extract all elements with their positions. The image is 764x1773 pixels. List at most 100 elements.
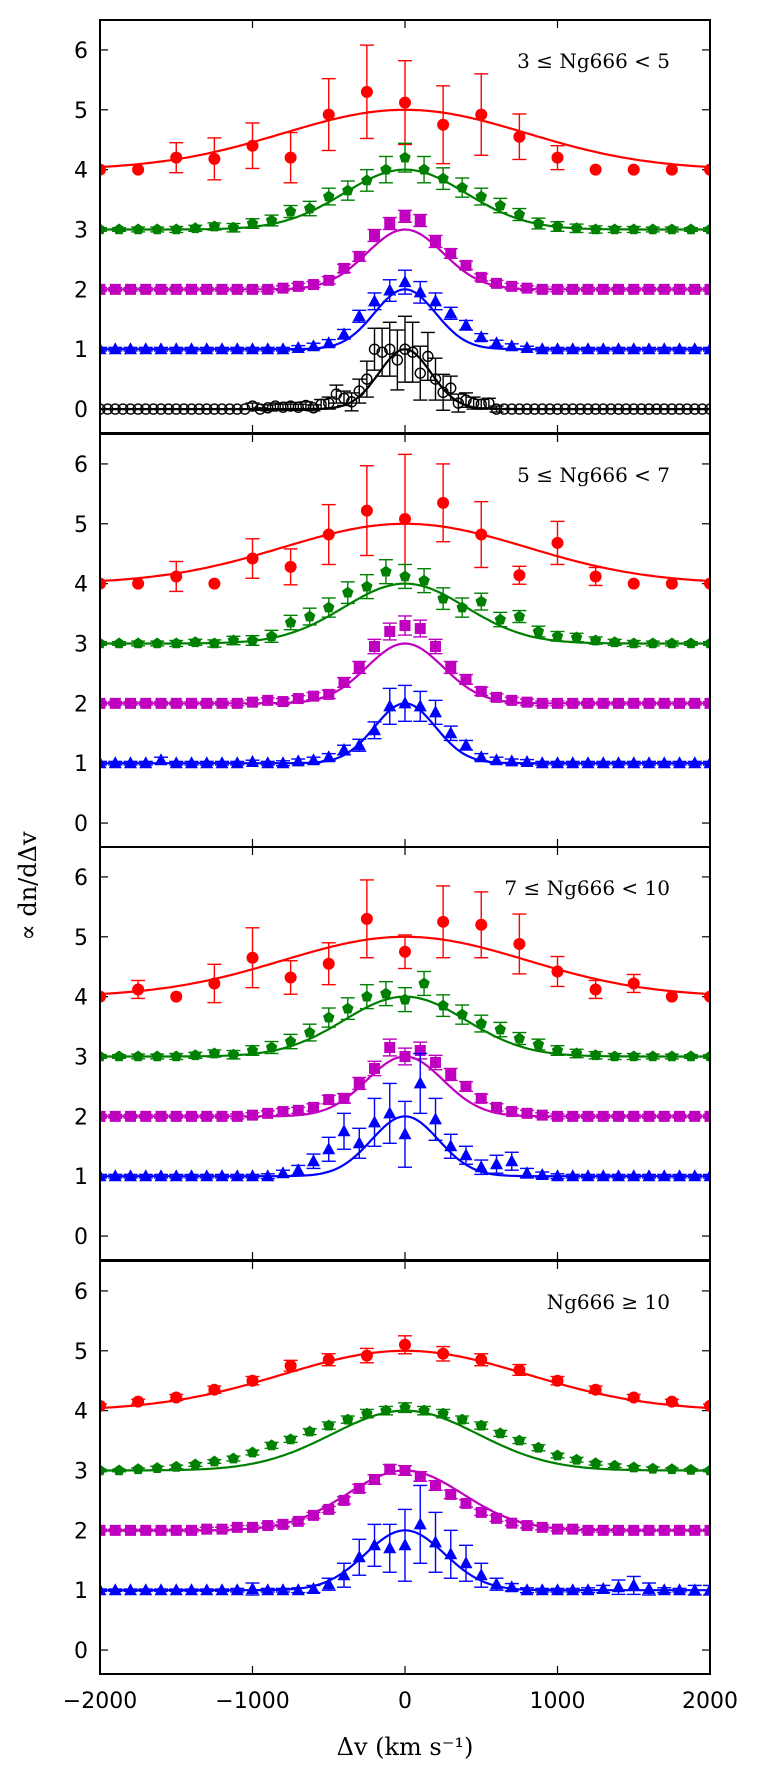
marker-square <box>155 697 167 709</box>
marker-pentagon <box>323 190 335 202</box>
marker-square <box>369 229 380 241</box>
marker-circle <box>399 945 411 958</box>
marker-pentagon <box>589 223 602 235</box>
marker-triangle <box>154 1583 168 1596</box>
marker-open-circle <box>140 403 152 415</box>
marker-triangle <box>413 699 427 712</box>
marker-pentagon <box>532 1038 545 1050</box>
marker-pentagon <box>113 1050 125 1062</box>
marker-pentagon <box>589 1457 602 1469</box>
marker-square <box>689 283 701 295</box>
marker-pentagon <box>437 999 449 1011</box>
marker-square <box>353 661 365 673</box>
marker-triangle <box>490 753 503 766</box>
marker-open-circle <box>353 385 365 397</box>
panels-layer: 0 1 2 3 4 5 6 3 ≤ Ng666 < 5 0 1 2 3 4 5 6 5 ≤ Ng666 < 7… <box>74 19 711 1675</box>
marker-pentagon <box>380 987 392 999</box>
marker-open-circle <box>422 350 434 363</box>
marker-pentagon <box>284 616 297 628</box>
marker-pentagon <box>475 190 487 202</box>
marker-triangle <box>100 1169 107 1182</box>
y-tick-label: 3 <box>74 218 88 243</box>
marker-pentagon <box>551 1449 564 1461</box>
marker-open-circle <box>147 403 160 415</box>
marker-square <box>689 1110 701 1122</box>
series-offset-1 <box>100 269 710 355</box>
marker-pentagon <box>208 637 221 649</box>
marker-pentagon <box>685 1050 697 1062</box>
marker-square <box>613 1110 624 1122</box>
marker-pentagon <box>113 637 125 649</box>
marker-open-circle <box>475 398 487 410</box>
marker-circle <box>665 163 678 176</box>
marker-triangle <box>505 1154 519 1167</box>
marker-pentagon <box>551 1044 564 1056</box>
marker-triangle <box>581 756 595 769</box>
marker-pentagon <box>151 1050 163 1062</box>
marker-pentagon <box>189 1049 201 1061</box>
marker-pentagon <box>227 1048 240 1060</box>
y-tick-label: 1 <box>74 1165 88 1190</box>
marker-square <box>201 1110 213 1122</box>
marker-circle <box>208 152 221 165</box>
x-axis-label: Δv (km s⁻¹) <box>337 1733 474 1761</box>
marker-square <box>201 283 213 295</box>
marker-square <box>247 1109 258 1121</box>
marker-square <box>414 215 426 227</box>
marker-square <box>643 1524 655 1536</box>
marker-square <box>201 697 213 709</box>
marker-pentagon <box>418 163 430 175</box>
marker-triangle <box>657 1169 671 1182</box>
marker-square <box>140 283 152 295</box>
marker-open-circle <box>429 373 442 385</box>
marker-square <box>262 694 274 706</box>
marker-triangle <box>291 341 305 354</box>
marker-triangle <box>230 1169 244 1182</box>
panel-annotation: 3 ≤ Ng666 < 5 <box>517 49 670 73</box>
marker-pentagon <box>342 1002 354 1014</box>
marker-circle <box>132 1395 145 1408</box>
marker-square <box>140 697 152 709</box>
marker-triangle <box>337 743 351 756</box>
marker-pentagon <box>132 223 144 235</box>
marker-triangle <box>673 342 686 355</box>
marker-circle <box>551 536 564 549</box>
marker-square <box>109 1110 121 1122</box>
marker-triangle <box>169 756 183 769</box>
marker-circle <box>246 951 259 964</box>
marker-triangle <box>596 1169 610 1182</box>
marker-pentagon <box>100 1464 106 1476</box>
marker-square <box>323 688 335 700</box>
marker-open-circle <box>605 403 617 415</box>
marker-circle <box>132 577 145 590</box>
marker-triangle <box>139 756 153 769</box>
marker-triangle <box>322 1577 336 1590</box>
marker-square <box>186 283 197 295</box>
marker-triangle <box>261 1169 275 1182</box>
marker-circle <box>399 96 411 109</box>
marker-square <box>100 283 106 295</box>
y-tick-label: 1 <box>74 1579 88 1604</box>
marker-square <box>597 283 609 295</box>
marker-circle <box>284 971 297 984</box>
marker-circle <box>437 496 450 509</box>
marker-open-circle <box>628 403 640 415</box>
marker-circle <box>132 983 145 996</box>
marker-triangle <box>307 1154 320 1167</box>
marker-triangle <box>551 342 564 355</box>
marker-square <box>100 1524 106 1536</box>
panel-data <box>100 1335 710 1596</box>
panel-data <box>100 879 710 1182</box>
marker-square <box>567 283 579 295</box>
marker-pentagon <box>456 1008 468 1020</box>
marker-triangle <box>535 1583 549 1596</box>
marker-pentagon <box>151 637 163 649</box>
panel-annotation: 7 ≤ Ng666 < 10 <box>504 876 670 900</box>
marker-circle <box>360 1349 373 1362</box>
marker-open-circle <box>155 403 167 415</box>
marker-square <box>277 1518 289 1530</box>
marker-open-circle <box>223 403 236 415</box>
x-tick-label: 0 <box>398 1689 412 1714</box>
marker-circle <box>475 108 488 121</box>
